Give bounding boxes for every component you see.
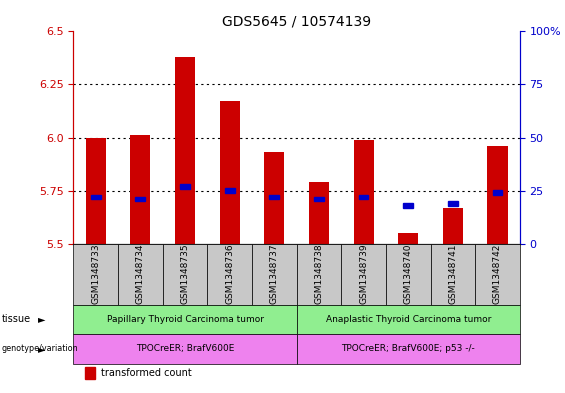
Bar (493, 190, 502, 195)
Bar (220, 101, 240, 244)
Bar (225, 188, 234, 193)
Text: GSM1348736: GSM1348736 (225, 244, 234, 305)
Bar (270, 195, 279, 199)
Text: GSM1348739: GSM1348739 (359, 244, 368, 305)
Text: GSM1348741: GSM1348741 (449, 244, 457, 304)
Text: ►: ► (37, 314, 45, 324)
Bar (91, 195, 101, 199)
Text: GSM1348738: GSM1348738 (315, 244, 323, 305)
Bar (359, 195, 368, 199)
Title: GDS5645 / 10574139: GDS5645 / 10574139 (222, 15, 371, 29)
Bar (488, 146, 507, 244)
Text: Anaplastic Thyroid Carcinoma tumor: Anaplastic Thyroid Carcinoma tumor (325, 315, 491, 324)
Bar (131, 136, 150, 244)
Text: GSM1348734: GSM1348734 (136, 244, 145, 304)
Text: TPOCreER; BrafV600E: TPOCreER; BrafV600E (136, 344, 234, 353)
Text: GSM1348737: GSM1348737 (270, 244, 279, 305)
Bar (136, 197, 145, 202)
Bar (443, 208, 463, 244)
Text: tissue: tissue (2, 314, 31, 324)
Bar (398, 233, 418, 244)
Bar (448, 201, 458, 206)
Text: GSM1348733: GSM1348733 (92, 244, 100, 305)
Bar (180, 184, 190, 189)
Bar (264, 152, 284, 244)
Bar (354, 140, 373, 244)
Text: GSM1348735: GSM1348735 (181, 244, 189, 305)
Text: ►: ► (37, 344, 45, 354)
Text: transformed count: transformed count (101, 368, 192, 378)
Text: TPOCreER; BrafV600E; p53 -/-: TPOCreER; BrafV600E; p53 -/- (341, 344, 475, 353)
Text: genotype/variation: genotype/variation (2, 344, 79, 353)
Bar (309, 182, 329, 244)
Text: Papillary Thyroid Carcinoma tumor: Papillary Thyroid Carcinoma tumor (107, 315, 263, 324)
Text: GSM1348742: GSM1348742 (493, 244, 502, 304)
Bar (403, 203, 413, 208)
Bar (175, 57, 195, 244)
Text: GSM1348740: GSM1348740 (404, 244, 412, 304)
Bar (314, 197, 324, 202)
Bar (86, 138, 106, 244)
